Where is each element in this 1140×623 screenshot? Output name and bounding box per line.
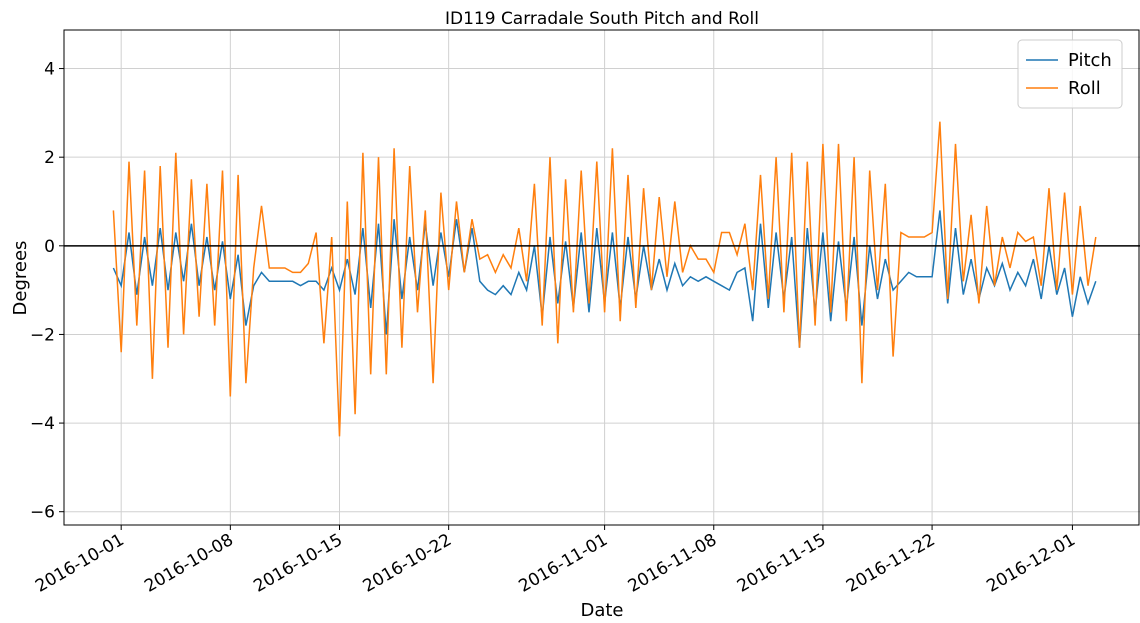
chart-title: ID119 Carradale South Pitch and Roll [445, 9, 759, 29]
plot-frame [63, 29, 1140, 526]
legend: Pitch Roll [1017, 39, 1123, 109]
x-tick-label: 2016-10-01 [32, 530, 128, 597]
x-tick-label: 2016-12-01 [983, 530, 1079, 597]
legend-label: Roll [1068, 78, 1101, 99]
x-tick-label: 2016-10-22 [360, 530, 456, 597]
y-tick-label: 2 [44, 148, 55, 168]
x-tick-label: 2016-11-15 [734, 530, 830, 597]
y-tick-label: 4 [44, 60, 55, 80]
legend-box [1017, 39, 1123, 109]
y-tick-label: −2 [30, 325, 55, 345]
y-tick-label: −6 [30, 503, 55, 523]
x-tick-label: 2016-10-15 [250, 530, 346, 597]
series-line [112, 121, 1097, 437]
x-tick-label: 2016-10-08 [141, 530, 237, 597]
y-tick-label: 0 [44, 237, 55, 257]
y-tick-label: −4 [30, 414, 55, 434]
x-tick-label: 2016-11-01 [516, 530, 612, 597]
legend-label: Pitch [1068, 50, 1112, 71]
y-axis-label: Degrees [10, 241, 31, 316]
x-axis-label: Date [580, 600, 623, 621]
x-tick-label: 2016-11-22 [843, 530, 939, 597]
x-tick-label: 2016-11-08 [625, 530, 721, 597]
